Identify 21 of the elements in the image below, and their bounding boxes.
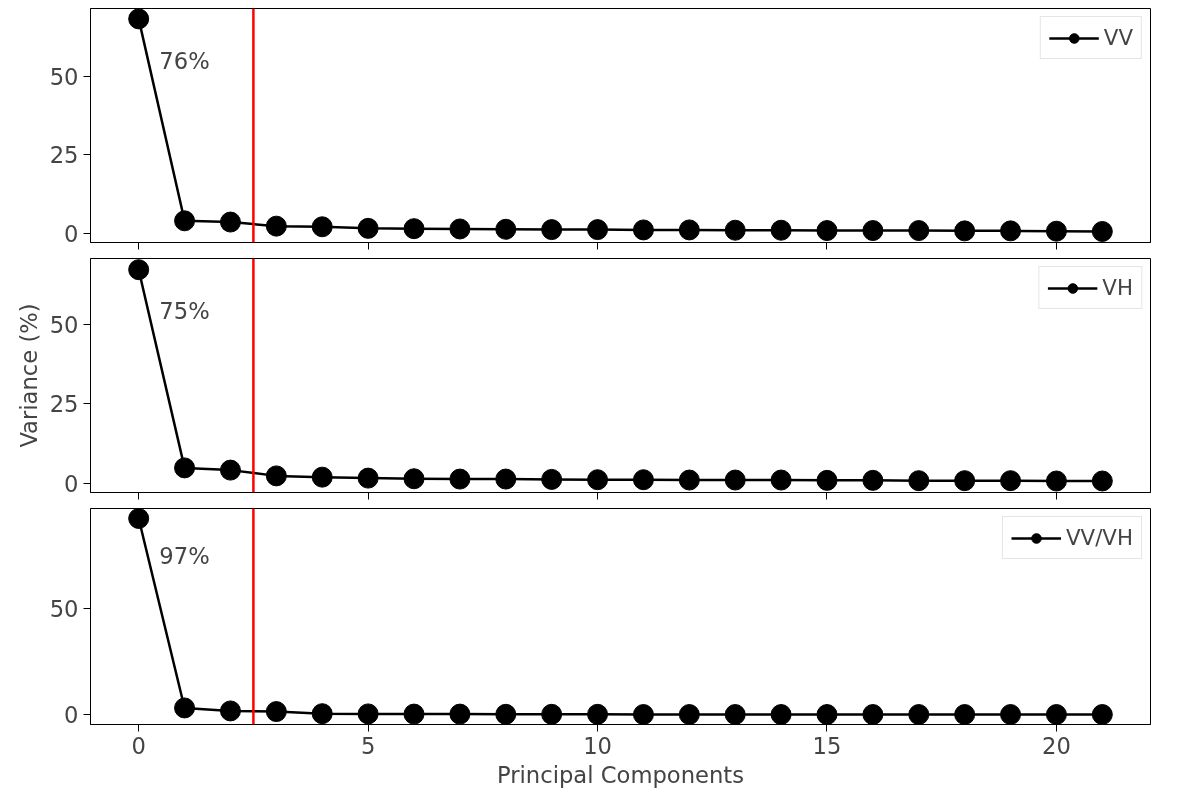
x-tick-label: 0 <box>131 732 146 759</box>
x-tick-label: 5 <box>360 732 376 759</box>
legend-label: VV <box>1103 25 1133 50</box>
annotation: 75% <box>159 298 210 325</box>
y-tick-label: 25 <box>49 142 79 169</box>
x-axis-title: Principal Components <box>496 761 745 788</box>
x-tick-label: 10 <box>583 732 612 759</box>
y-tick-label: 25 <box>49 391 79 418</box>
y-tick-label: 50 <box>49 311 79 338</box>
annotation: 97% <box>159 542 210 569</box>
y-tick-label: 0 <box>64 220 79 247</box>
y-axis-title: Variance (%) <box>15 303 42 448</box>
legend-label: VV/VH <box>1066 525 1133 550</box>
x-tick-label: 15 <box>812 732 842 759</box>
y-tick-label: 50 <box>49 596 79 623</box>
legend-label: VH <box>1102 275 1133 300</box>
y-tick-label: 50 <box>49 63 79 90</box>
y-tick-label: 0 <box>64 471 79 498</box>
x-tick-label: 20 <box>1042 732 1071 759</box>
annotation: 76% <box>159 48 210 75</box>
y-tick-label: 0 <box>64 702 79 729</box>
